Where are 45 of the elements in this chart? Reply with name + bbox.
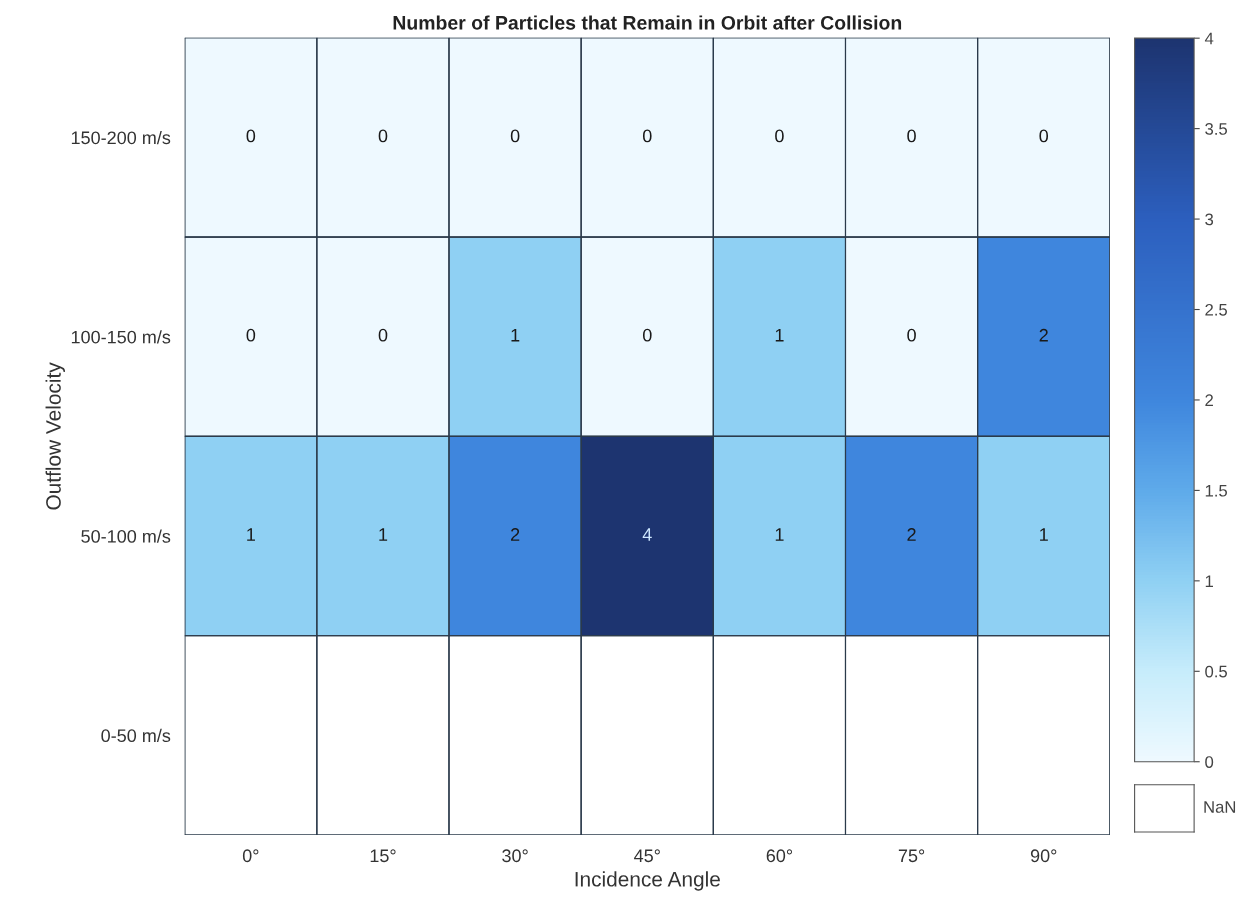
chart-title: Number of Particles that Remain in Orbit after Collision [393, 15, 902, 30]
color-bar-label: 0 [1205, 756, 1214, 768]
color-bar-label: 3 [1205, 213, 1214, 226]
color-bar-label: 1.5 [1205, 484, 1228, 497]
data-label: 1 [775, 329, 784, 342]
y-tick-label: 150-200 m/s [71, 130, 171, 145]
data-label: 2 [1039, 328, 1048, 342]
color-bar-label: 3.5 [1205, 123, 1228, 135]
text: NaN [1204, 801, 1236, 813]
y-tick-label: 100-150 m/s [71, 330, 171, 344]
data-label: 2 [511, 528, 520, 541]
data-label: 1 [511, 329, 520, 342]
data-label: 0 [510, 129, 520, 143]
data-label: 0 [378, 328, 388, 342]
data-label: 0 [246, 129, 256, 143]
x-tick-label: 15° [370, 849, 396, 863]
data-label: 1 [775, 528, 784, 541]
color-bar-label: 2 [1205, 394, 1213, 406]
x-axis-title: Incidence Angle [575, 871, 720, 891]
data-label: 0 [775, 129, 784, 143]
x-tick-label: 0° [242, 849, 259, 863]
y-axis-title: Outflow Velocity [45, 362, 65, 510]
color-bar-label: 0.5 [1205, 665, 1228, 678]
data-label: 0 [246, 328, 256, 342]
x-tick-label: 60° [766, 849, 792, 863]
color-bar-label: 1 [1205, 575, 1213, 587]
data-label: 1 [379, 528, 388, 541]
color-bar-label: 4 [1204, 32, 1214, 45]
x-tick-label: 90° [1030, 849, 1057, 863]
data-label: 1 [1040, 528, 1048, 541]
data-label: 0 [1039, 129, 1049, 143]
data-label: 0 [907, 328, 916, 342]
data-label: 0 [642, 328, 652, 342]
data-label: 4 [642, 528, 652, 541]
x-tick-label: 75° [898, 849, 925, 863]
y-tick-label: 50-100 m/s [81, 529, 171, 543]
data-label: 0 [642, 129, 652, 143]
x-tick-label: 45° [634, 849, 660, 863]
data-label: 1 [247, 528, 255, 541]
data-label: 2 [907, 528, 916, 541]
data-label: 0 [378, 129, 388, 143]
data-label: 0 [907, 129, 916, 143]
x-tick-label: 30° [502, 849, 528, 863]
y-tick-label: 0-50 m/s [101, 728, 171, 743]
color-bar-label: 2.5 [1205, 303, 1228, 316]
